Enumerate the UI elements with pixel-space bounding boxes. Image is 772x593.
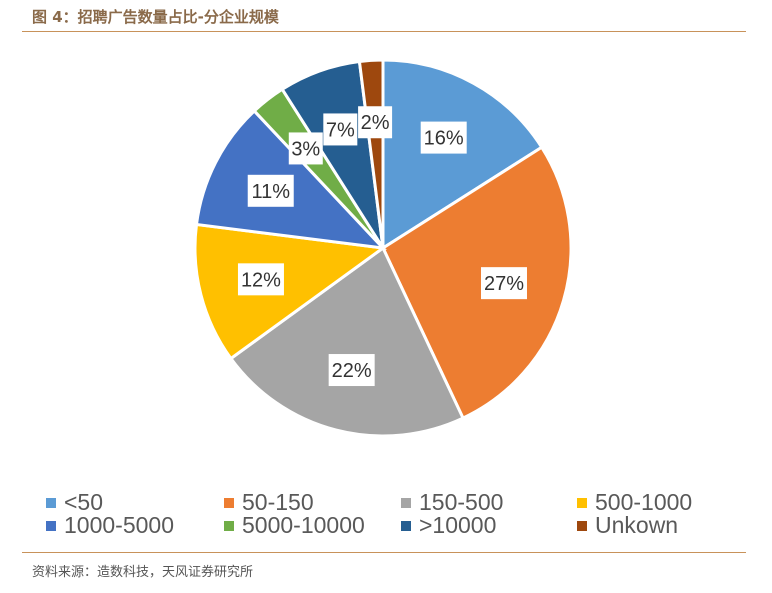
svg-text:7%: 7% — [326, 119, 355, 141]
legend-label: >10000 — [419, 512, 497, 538]
svg-text:27%: 27% — [484, 273, 524, 295]
svg-text:22%: 22% — [332, 360, 372, 382]
legend-item: <50 — [46, 489, 103, 516]
pie-slice — [381, 58, 544, 251]
legend-label: Unkown — [595, 512, 679, 538]
slice-label: 11% — [247, 174, 294, 207]
legend-swatch — [224, 497, 234, 508]
svg-text:12%: 12% — [241, 269, 281, 291]
pie-slice — [381, 145, 573, 421]
pie-slice — [193, 222, 387, 361]
legend-swatch — [577, 520, 587, 531]
legend-label: 5000-10000 — [242, 512, 365, 538]
legend-item: 1000-5000 — [46, 512, 174, 539]
slice-label: 27% — [480, 267, 527, 300]
source-note: 资料来源：造数科技，天风证券研究所 — [32, 565, 254, 580]
legend-label: <50 — [64, 489, 104, 515]
slice-label: 7% — [323, 113, 358, 146]
top-rule — [22, 31, 746, 32]
legend-item: Unkown — [577, 512, 678, 539]
legend-label: 1000-5000 — [64, 512, 174, 538]
svg-text:16%: 16% — [424, 128, 464, 150]
legend-item: 150-500 — [401, 489, 503, 516]
legend-label: 50-150 — [242, 489, 314, 515]
legend-swatch — [401, 497, 411, 508]
svg-text:2%: 2% — [361, 112, 390, 134]
slice-label: 3% — [288, 132, 323, 165]
pie-chart: 16% 27% 22% 12% 11%3% 7% 2% — [193, 58, 573, 438]
bottom-rule — [22, 552, 746, 553]
legend-swatch — [401, 520, 411, 531]
legend-item: 50-150 — [224, 489, 314, 516]
pie-slice — [228, 245, 466, 438]
legend-label: 500-1000 — [595, 489, 693, 515]
slice-label: 16% — [420, 121, 467, 154]
legend-item: 500-1000 — [577, 489, 692, 516]
legend-label: 150-500 — [419, 489, 504, 515]
slice-label: 12% — [237, 263, 284, 296]
legend-item: >10000 — [401, 512, 496, 539]
slice-label: 2% — [358, 106, 393, 139]
figure-title: 图 4：招聘广告数量占比-分企业规模 — [32, 8, 279, 26]
legend-swatch — [46, 520, 56, 531]
legend-swatch — [577, 497, 587, 508]
svg-text:11%: 11% — [251, 181, 290, 203]
legend-item: 5000-10000 — [224, 512, 365, 539]
svg-text:3%: 3% — [291, 138, 320, 160]
slice-label: 22% — [328, 354, 375, 387]
legend-swatch — [46, 497, 56, 508]
legend-swatch — [224, 520, 234, 531]
